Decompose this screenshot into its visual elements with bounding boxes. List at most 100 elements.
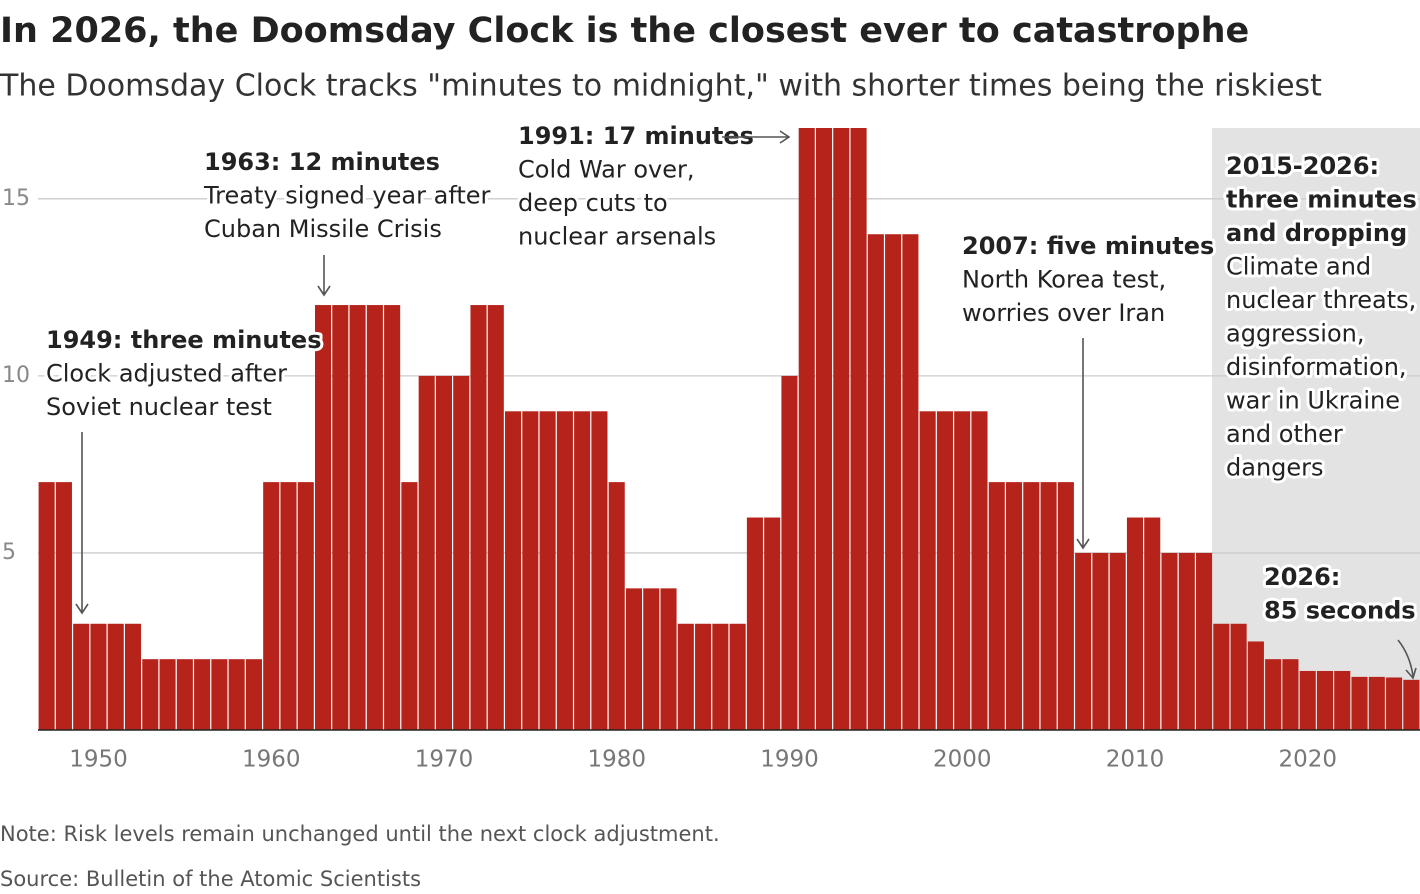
bar [1247,641,1264,730]
y-tick-label: 10 [2,363,30,388]
annotation-text: dangers [1226,454,1324,482]
bar [1161,552,1178,730]
annotation-text: Cuban Missile Crisis [204,215,442,243]
bar [936,411,953,730]
annotation-text: aggression, [1226,320,1364,348]
bar [988,482,1005,730]
bar [297,482,314,730]
annotation-text: Cold War over, [518,156,695,184]
bar [798,128,815,730]
chart-subtitle: The Doomsday Clock tracks "minutes to mi… [0,69,1322,104]
annotation-title: three minutes [1226,186,1417,214]
bar [1386,677,1403,730]
annotation-title: 2026: [1264,563,1340,591]
x-tick-label: 1950 [69,747,128,773]
bar [1126,517,1143,730]
x-tick-label: 2000 [933,747,992,773]
bar [366,305,383,730]
annotation-text: Treaty signed year after [203,182,491,210]
bar [1213,623,1230,730]
bar [1265,659,1282,730]
bar [211,659,228,730]
arrow [1397,639,1417,680]
bar [919,411,936,730]
bar [332,305,349,730]
annotation-text: Clock adjusted after [46,360,287,388]
source: Source: Bulletin of the Atomic Scientist… [0,867,421,891]
bar [1075,552,1092,730]
bar [1299,670,1316,730]
bar [902,234,919,730]
annotation-text: disinformation, [1226,353,1407,381]
bar [418,375,435,730]
bar [1230,623,1247,730]
bar [470,305,487,730]
bar [1178,552,1195,730]
annotation-text: and other [1226,420,1343,448]
bar [263,482,280,730]
y-tick-label: 5 [2,540,16,565]
bar [1368,676,1385,730]
annotation-text: deep cuts to [518,189,668,217]
bar [349,305,366,730]
bar [1109,552,1126,730]
annotation-text: Climate and [1226,253,1371,281]
bar [608,482,625,730]
bar [159,659,176,730]
bar [194,659,211,730]
annotation-text: nuclear threats, [1226,286,1416,314]
annotation-title: 1991: 17 minutes [518,122,754,150]
annotation-title: 2015-2026: [1226,152,1379,180]
bar [746,517,763,730]
bar [1316,670,1334,730]
note: Note: Risk levels remain unchanged until… [0,822,720,846]
bar [677,623,694,730]
bar [1040,482,1057,730]
bar [833,128,850,730]
bar [971,411,988,730]
x-tick-label: 2010 [1106,747,1165,773]
bar [435,375,452,730]
bar [107,623,124,730]
bar [90,623,107,730]
bar [73,623,90,730]
x-tick-label: 1960 [242,747,301,773]
bar [660,588,677,730]
bar [850,128,867,730]
annotation-title: 1963: 12 minutes [204,148,440,176]
chart-title: In 2026, the Doomsday Clock is the close… [0,11,1249,51]
bar [1092,552,1109,730]
bar [384,305,401,730]
arrow [1076,338,1090,550]
bar [764,517,781,730]
bar [954,411,971,730]
bar [1403,679,1420,730]
bar [176,659,193,730]
bar [1351,676,1368,730]
bar [625,588,643,730]
annotation-text: Soviet nuclear test [46,393,272,421]
bar [245,659,262,730]
bar [574,411,591,730]
annotation-text: North Korea test, [962,266,1166,294]
bar [867,234,884,730]
arrow [722,130,791,144]
annotation-title: 1949: three minutes [46,326,322,354]
y-tick-label: 15 [2,186,30,211]
bar [38,482,55,730]
bar [522,411,539,730]
bar [556,411,573,730]
bar [712,623,729,730]
x-tick-label: 1970 [415,747,474,773]
bar [1023,482,1040,730]
bar [1282,659,1299,730]
bar [1144,517,1161,730]
bar [487,305,504,730]
bar [505,411,522,730]
bar [280,482,297,730]
bar [315,305,332,730]
bar [124,623,142,730]
annotation-text: nuclear arsenals [518,223,716,251]
bar [1196,552,1213,730]
bar [142,659,159,730]
